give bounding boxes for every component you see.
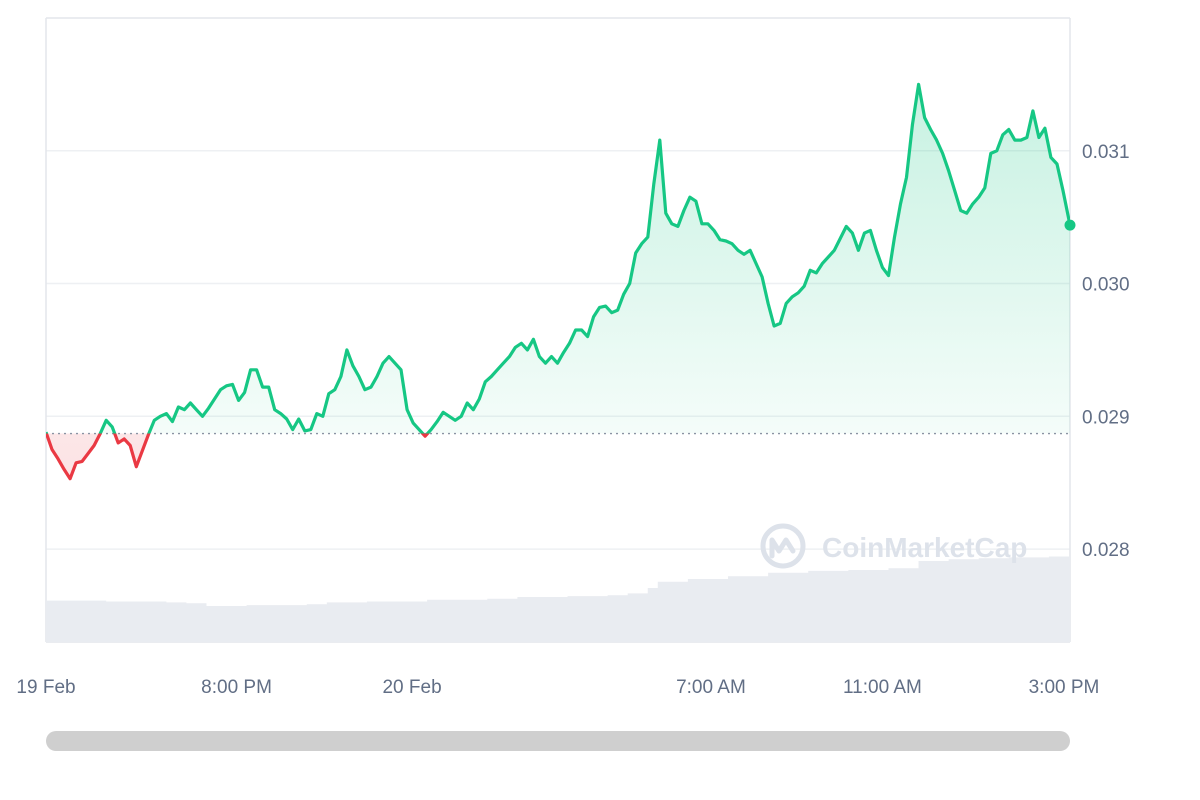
y-tick-label: 0.028: [1082, 540, 1130, 561]
volume-area: [46, 556, 1070, 642]
price-line-up: [46, 82, 1070, 434]
coinmarketcap-watermark: CoinMarketCap: [760, 523, 1027, 569]
price-area-fill: [46, 84, 1070, 479]
x-tick-label: 20 Feb: [382, 677, 441, 698]
last-price-dot: [1064, 219, 1076, 231]
x-tick-label: 7:00 AM: [676, 677, 746, 698]
coinmarketcap-logo-icon: [760, 523, 806, 569]
price-line: [46, 82, 1076, 481]
chart-range-scrollbar[interactable]: [46, 731, 1070, 751]
y-tick-label: 0.031: [1082, 142, 1130, 163]
x-tick-label: 8:00 PM: [201, 677, 272, 698]
x-tick-label: 3:00 PM: [1029, 677, 1100, 698]
x-axis-labels: 19 Feb 8:00 PM 20 Feb 7:00 AM 11:00 AM 3:00 P…: [16, 677, 1099, 698]
watermark-text: CoinMarketCap: [822, 532, 1027, 563]
y-tick-label: 0.030: [1082, 275, 1130, 296]
area-below-baseline: [46, 433, 428, 479]
volume-bars: [46, 556, 1070, 642]
y-axis-labels: 0.031 0.030 0.029 0.028: [1082, 142, 1130, 561]
area-above-baseline: [46, 84, 1070, 434]
y-tick-label: 0.029: [1082, 407, 1130, 428]
x-tick-label: 11:00 AM: [843, 677, 922, 698]
x-tick-label: 19 Feb: [16, 677, 75, 698]
